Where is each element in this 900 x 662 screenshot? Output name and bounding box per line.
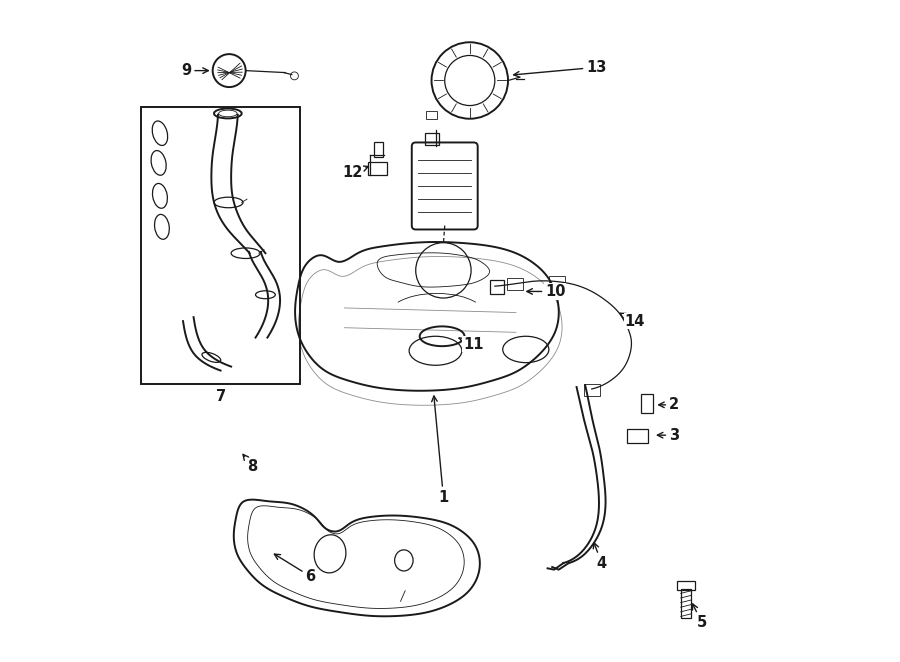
Bar: [141, 107, 300, 384]
Bar: [374, 142, 382, 157]
Bar: [368, 162, 387, 175]
Text: 5: 5: [693, 604, 706, 630]
Text: 6: 6: [274, 554, 315, 584]
Text: 9: 9: [181, 63, 208, 78]
Text: 12: 12: [342, 166, 368, 180]
Text: 10: 10: [526, 284, 566, 299]
Bar: [549, 275, 564, 287]
Text: 11: 11: [459, 337, 483, 352]
Text: 1: 1: [432, 396, 448, 504]
Bar: [641, 394, 653, 413]
Bar: [427, 111, 436, 118]
Bar: [680, 589, 691, 618]
Text: 3: 3: [657, 428, 680, 443]
Bar: [678, 581, 695, 590]
Text: 4: 4: [593, 543, 607, 571]
Bar: [425, 133, 439, 145]
Bar: [584, 384, 599, 396]
Text: 8: 8: [243, 454, 257, 473]
Text: 7: 7: [215, 389, 226, 404]
Text: 14: 14: [620, 313, 644, 328]
Text: 13: 13: [514, 60, 607, 77]
Bar: [490, 279, 504, 294]
Text: 2: 2: [659, 397, 680, 412]
Bar: [626, 428, 648, 443]
Bar: [507, 278, 523, 290]
